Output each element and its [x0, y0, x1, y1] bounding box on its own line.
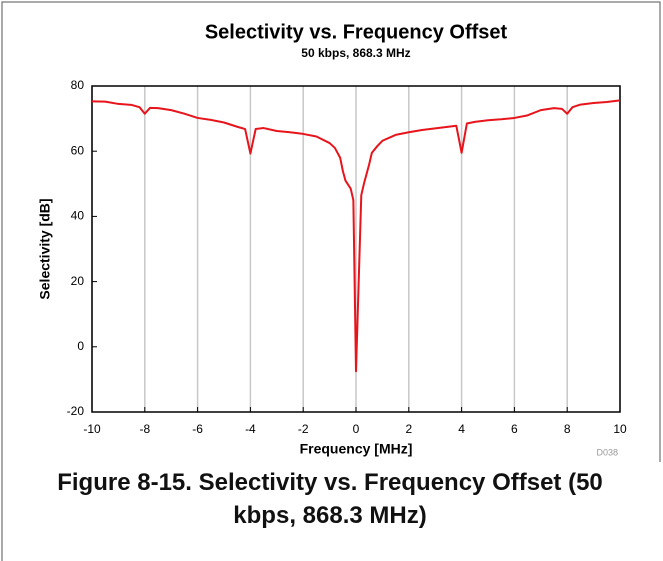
figure-caption: Figure 8-15. Selectivity vs. Frequency O…	[57, 469, 603, 529]
y-tick-label: 80	[71, 78, 85, 92]
y-tick-label: 0	[77, 339, 84, 353]
y-tick-label: 40	[71, 209, 85, 223]
y-tick-label: 20	[71, 274, 85, 288]
x-tick-label: 6	[511, 422, 518, 436]
x-tick-label: -2	[298, 422, 309, 436]
x-tick-label: -10	[83, 422, 101, 436]
y-tick-label: -20	[67, 404, 85, 418]
y-tick-label: 60	[71, 143, 85, 157]
x-tick-label: 0	[353, 422, 360, 436]
figure-id: D038	[596, 447, 618, 457]
x-axis-label: Frequency [MHz]	[300, 441, 413, 457]
chart-subtitle: 50 kbps, 868.3 MHz	[301, 46, 410, 60]
chart-title: Selectivity vs. Frequency Offset	[205, 21, 508, 43]
x-tick-label: -8	[139, 422, 150, 436]
y-axis-label: Selectivity [dB]	[37, 198, 53, 299]
data-line	[91, 99, 621, 373]
x-tick-label: 2	[405, 422, 412, 436]
x-tick-label: -4	[245, 422, 256, 436]
x-tick-label: -6	[192, 422, 203, 436]
x-tick-label: 8	[564, 422, 571, 436]
x-tick-label: 4	[458, 422, 465, 436]
plot-border	[91, 85, 621, 413]
x-tick-label: 10	[613, 422, 627, 436]
